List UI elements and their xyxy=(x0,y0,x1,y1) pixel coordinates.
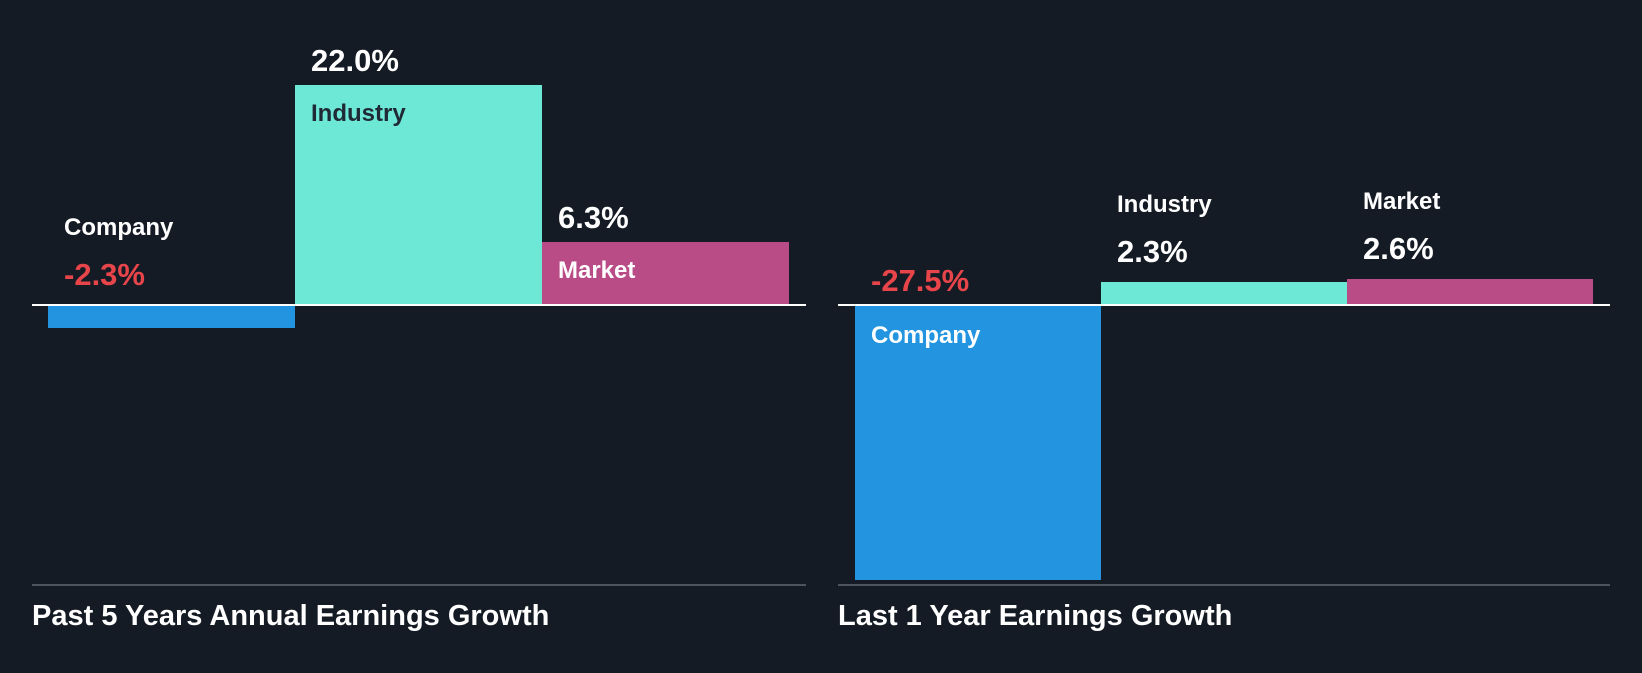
last-1y-bar-industry xyxy=(1101,282,1347,305)
last-1y-bar-market xyxy=(1347,279,1593,305)
past-5y-value-company: -2.3% xyxy=(64,257,145,292)
past-5y-value-market: 6.3% xyxy=(558,200,629,235)
last-1y-value-industry: 2.3% xyxy=(1117,234,1188,269)
past-5y-chart-title: Past 5 Years Annual Earnings Growth xyxy=(32,600,549,632)
past-5y-bar-company xyxy=(48,305,295,328)
last-1y-bar-company xyxy=(855,305,1101,580)
last-1y-value-market: 2.6% xyxy=(1363,231,1434,266)
last-1y-label-company: Company xyxy=(871,322,981,349)
past-5y-label-company: Company xyxy=(64,214,174,241)
past-5y-label-industry: Industry xyxy=(311,100,406,127)
past-5y-bar-market xyxy=(542,242,789,305)
past-5y-label-market: Market xyxy=(558,257,635,284)
last-1y-chart-title: Last 1 Year Earnings Growth xyxy=(838,600,1232,632)
last-1y-value-company: -27.5% xyxy=(871,263,969,298)
last-1y-label-market: Market xyxy=(1363,188,1440,215)
last-1y-label-industry: Industry xyxy=(1117,191,1212,218)
past-5y-value-industry: 22.0% xyxy=(311,43,399,78)
past-5y-bar-industry xyxy=(295,85,542,305)
